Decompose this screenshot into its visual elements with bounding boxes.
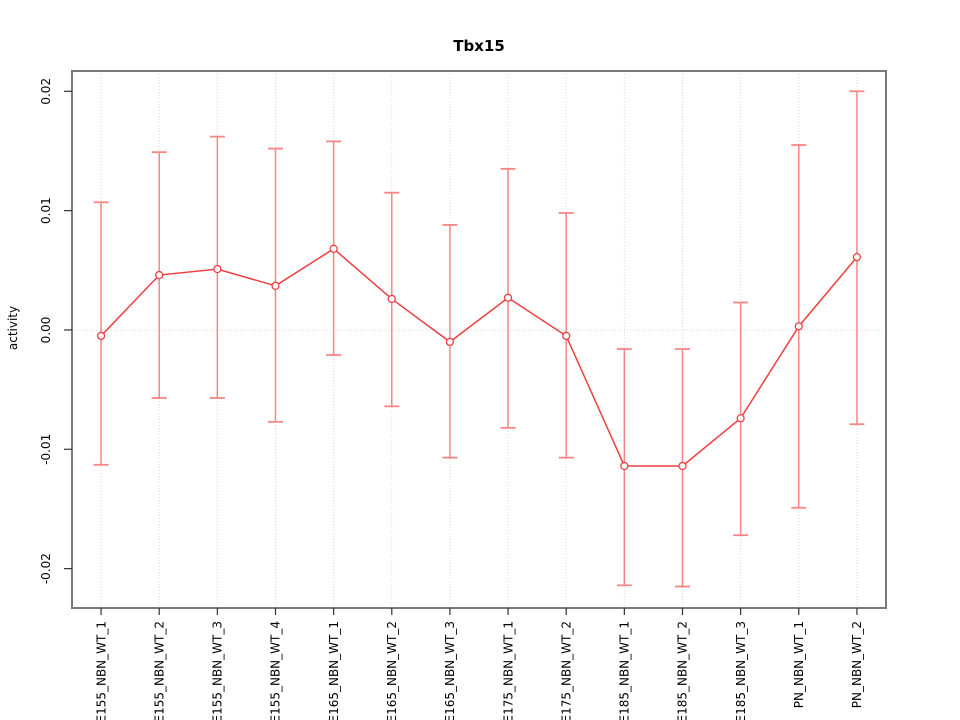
x-tick-label: E185_NBN_WT_2 — [676, 621, 690, 720]
x-tick-label: E185_NBN_WT_1 — [618, 621, 632, 720]
data-point — [852, 253, 862, 262]
x-tick-label: E175_NBN_WT_2 — [559, 621, 573, 720]
data-point — [620, 461, 629, 471]
x-tick-label: E175_NBN_WT_1 — [501, 621, 515, 720]
data-point — [96, 331, 106, 341]
y-tick-label: 0.02 — [39, 78, 53, 105]
chart-title: Tbx15 — [453, 37, 505, 55]
series-line — [100, 247, 858, 467]
data-point — [736, 414, 745, 423]
x-tick-label: E155_NBN_WT_4 — [269, 621, 283, 720]
x-tick-label: E165_NBN_WT_1 — [327, 621, 341, 720]
y-tick-label: 0.00 — [39, 317, 53, 344]
x-tick-label: E155_NBN_WT_3 — [211, 621, 225, 720]
y-tick-label: -0.02 — [39, 553, 53, 584]
x-tick-label: E155_NBN_WT_1 — [94, 621, 108, 720]
y-tick-label: 0.01 — [39, 197, 53, 224]
data-point — [155, 270, 164, 280]
data-point — [678, 461, 687, 471]
data-point — [794, 322, 803, 331]
data-point — [562, 331, 571, 341]
data-point — [445, 337, 455, 347]
data-point — [387, 294, 396, 304]
x-tick-label: PN_NBN_WT_2 — [850, 621, 864, 708]
data-point — [271, 281, 280, 290]
plot-border — [71, 70, 887, 609]
data-point — [329, 244, 338, 253]
data-point — [503, 293, 513, 302]
x-tick-label: E155_NBN_WT_2 — [152, 621, 166, 720]
x-tick-label: E185_NBN_WT_3 — [734, 621, 748, 720]
data-point — [213, 264, 222, 274]
x-tick-label: E165_NBN_WT_2 — [385, 621, 399, 720]
x-tick-label: E165_NBN_WT_3 — [443, 621, 457, 720]
y-tick-label: -0.01 — [39, 434, 53, 465]
x-tick-label: PN_NBN_WT_1 — [792, 621, 806, 708]
